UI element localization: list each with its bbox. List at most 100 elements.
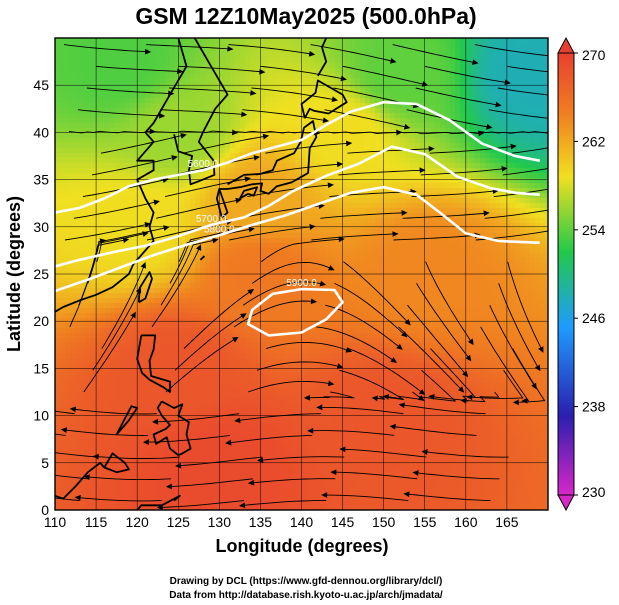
field-cell <box>260 248 266 254</box>
field-cell <box>265 233 271 239</box>
field-cell <box>155 328 161 334</box>
field-cell <box>160 133 166 139</box>
field-cell <box>130 63 136 69</box>
field-cell <box>145 168 151 174</box>
field-cell <box>300 153 306 159</box>
field-cell <box>195 88 201 94</box>
field-cell <box>265 138 271 144</box>
field-cell <box>220 318 226 324</box>
field-cell <box>55 338 61 344</box>
field-cell <box>165 358 171 364</box>
field-cell <box>245 368 251 374</box>
field-cell <box>55 363 61 369</box>
field-cell <box>305 318 311 324</box>
field-cell <box>220 238 226 244</box>
field-cell <box>135 108 141 114</box>
field-cell <box>235 243 241 249</box>
field-cell <box>145 403 151 409</box>
field-cell <box>205 358 211 364</box>
field-cell <box>110 333 116 339</box>
field-cell <box>150 203 156 209</box>
field-cell <box>70 498 76 504</box>
field-cell <box>265 263 271 269</box>
field-cell <box>255 393 261 399</box>
field-cell <box>165 98 171 104</box>
field-cell <box>270 203 276 209</box>
field-cell <box>95 38 101 44</box>
field-cell <box>220 283 226 289</box>
field-cell <box>165 58 171 64</box>
field-cell <box>60 358 66 364</box>
field-cell <box>255 488 261 494</box>
field-cell <box>225 248 231 254</box>
field-cell <box>295 478 301 484</box>
field-cell <box>285 273 291 279</box>
field-cell <box>200 118 206 124</box>
field-cell <box>210 478 216 484</box>
field-cell <box>60 48 66 54</box>
field-cell <box>185 328 191 334</box>
field-cell <box>260 203 266 209</box>
field-cell <box>160 318 166 324</box>
field-cell <box>150 258 156 264</box>
field-cell <box>130 348 136 354</box>
field-cell <box>295 328 301 334</box>
field-cell <box>100 198 106 204</box>
field-cell <box>160 278 166 284</box>
field-cell <box>235 213 241 219</box>
field-cell <box>135 378 141 384</box>
field-cell <box>315 38 321 44</box>
field-cell <box>300 378 306 384</box>
field-cell <box>90 333 96 339</box>
field-cell <box>235 318 241 324</box>
field-cell <box>115 253 121 259</box>
field-cell <box>125 123 131 129</box>
field-cell <box>135 473 141 479</box>
field-cell <box>180 278 186 284</box>
field-cell <box>105 198 111 204</box>
field-cell <box>140 418 146 424</box>
field-cell <box>135 333 141 339</box>
field-cell <box>180 38 186 44</box>
field-cell <box>240 483 246 489</box>
field-cell <box>60 303 66 309</box>
field-cell <box>90 148 96 154</box>
field-cell <box>155 203 161 209</box>
field-cell <box>245 478 251 484</box>
field-cell <box>150 443 156 449</box>
field-cell <box>80 428 86 434</box>
field-cell <box>280 458 286 464</box>
field-cell <box>105 208 111 214</box>
field-cell <box>295 163 301 169</box>
field-cell <box>85 178 91 184</box>
field-cell <box>175 423 181 429</box>
field-cell <box>80 333 86 339</box>
field-cell <box>265 328 271 334</box>
field-cell <box>75 233 81 239</box>
field-cell <box>195 203 201 209</box>
field-cell <box>160 98 166 104</box>
field-cell <box>180 228 186 234</box>
field-cell <box>250 378 256 384</box>
field-cell <box>60 483 66 489</box>
field-cell <box>260 58 266 64</box>
field-cell <box>115 463 121 469</box>
field-cell <box>250 178 256 184</box>
field-cell <box>280 153 286 159</box>
field-cell <box>120 348 126 354</box>
field-cell <box>200 38 206 44</box>
field-cell <box>215 128 221 134</box>
field-cell <box>150 148 156 154</box>
field-cell <box>55 403 61 409</box>
field-cell <box>235 73 241 79</box>
field-cell <box>120 218 126 224</box>
field-cell <box>155 463 161 469</box>
field-cell <box>290 108 296 114</box>
field-cell <box>265 453 271 459</box>
field-cell <box>110 68 116 74</box>
field-cell <box>235 113 241 119</box>
field-cell <box>60 383 66 389</box>
field-cell <box>200 198 206 204</box>
field-cell <box>250 98 256 104</box>
field-cell <box>105 138 111 144</box>
